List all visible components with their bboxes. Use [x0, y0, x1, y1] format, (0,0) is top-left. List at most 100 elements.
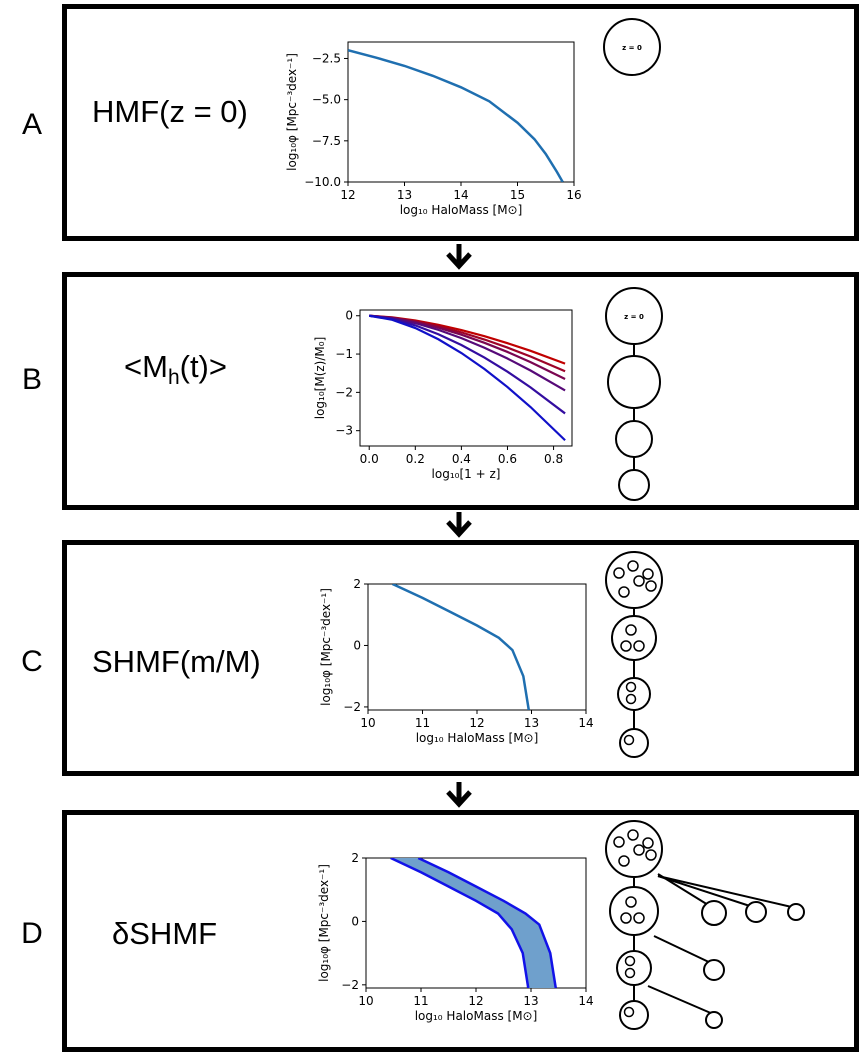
panel-title-d: δSHMF [112, 916, 218, 951]
halo-stage-3-icon [615, 420, 653, 458]
panel-b [62, 272, 859, 510]
x-tick-label: 13 [397, 188, 412, 202]
x-axis-label: log₁₀[1 + z] [432, 467, 501, 481]
x-tick-label: 0.2 [406, 452, 425, 466]
x-tick-label: 14 [578, 994, 593, 1008]
y-axis-label: log₁₀[M(z)/M₀] [313, 337, 327, 420]
x-tick-label: 10 [358, 994, 373, 1008]
x-axis-label: log₁₀ HaloMass [M⊙] [416, 731, 539, 745]
panel-c [62, 540, 859, 776]
chart-hmf: 12 13 14 15 16 −10.0 −7.5 −5.0 −2.5 log₁₀ HaloMas… [285, 41, 582, 217]
y-tick-label: −2 [335, 385, 353, 399]
y-tick-label: −10.0 [304, 175, 341, 189]
accreted-subhalo-icon [705, 1011, 723, 1029]
x-axis-label: log₁₀ HaloMass [M⊙] [415, 1009, 538, 1023]
y-tick-label: 2 [353, 577, 361, 591]
y-tick-label: −1 [335, 347, 353, 361]
plot-frame [347, 41, 575, 183]
title-b-tail: (t)> [179, 349, 227, 384]
band-upper-edge [417, 858, 557, 988]
host-halo-z0-icon [605, 551, 663, 609]
mah-line-2 [369, 314, 566, 373]
host-halo-stage-2-icon [611, 615, 657, 661]
title-b-main: <M [124, 349, 168, 384]
x-tick-label: 15 [510, 188, 525, 202]
halo-stage-4-icon [618, 469, 650, 501]
host-halo-z0-icon [605, 820, 663, 878]
panel-d [62, 810, 859, 1052]
chart-shmf: 10 11 12 13 14 −2 0 2 log₁₀ HaloMass [M⊙] log₁₀φ … [319, 577, 594, 745]
accreted-subhalo-icon [745, 901, 767, 923]
chart-delta-shmf: 10 11 12 13 14 −2 0 2 log₁₀ HaloMass [M⊙] log₁₀φ … [317, 851, 594, 1023]
chart-mah: 0.0 0.2 0.4 0.6 0.8 −3 −2 −1 0 log₁₀[1 + z] log₁₀[… [313, 309, 573, 481]
x-tick-label: 16 [566, 188, 581, 202]
x-tick-label: 14 [453, 188, 468, 202]
x-tick-label: 0.8 [544, 452, 563, 466]
title-b-sub: h [167, 366, 180, 390]
shmf-scatter-band [390, 858, 556, 988]
y-tick-label: −2 [341, 978, 359, 992]
panel-a [62, 4, 859, 241]
x-tick-label: 12 [469, 716, 484, 730]
mah-line-6 [369, 314, 566, 442]
host-halo-stage-3-icon [616, 950, 652, 986]
shmf-line [392, 584, 531, 710]
panel-title-b: <Mh(t)> [124, 349, 227, 390]
stage-label: z = 0 [624, 313, 644, 321]
y-tick-label: 0 [345, 309, 353, 323]
stage-diagram-c [605, 551, 663, 758]
arrow-down-icon [446, 782, 472, 808]
x-tick-label: 10 [360, 716, 375, 730]
y-axis-label: log₁₀φ [Mpc⁻³dex⁻¹] [317, 864, 331, 982]
panel-letter-a: A [21, 108, 42, 141]
halo-z0-icon [605, 287, 663, 345]
stage-label: z = 0 [622, 44, 642, 52]
y-tick-label: 0 [351, 914, 359, 928]
plot-frame [367, 583, 587, 711]
panel-letter-c: C [21, 645, 43, 678]
y-tick-label: −3 [335, 424, 353, 438]
y-tick-label: 2 [351, 851, 359, 865]
panel-letter-d: D [21, 917, 43, 950]
accreted-subhalo-icon [701, 900, 727, 926]
arrow-down-icon [446, 512, 472, 538]
stage-diagram-a: z = 0 [600, 17, 670, 92]
x-tick-label: 12 [340, 188, 355, 202]
x-tick-label: 0.6 [498, 452, 517, 466]
x-tick-label: 13 [523, 994, 538, 1008]
x-tick-label: 12 [468, 994, 483, 1008]
x-tick-label: 11 [413, 994, 428, 1008]
x-tick-label: 14 [578, 716, 593, 730]
x-tick-label: 11 [415, 716, 430, 730]
y-tick-label: −5.0 [312, 93, 341, 107]
x-axis-label: log₁₀ HaloMass [M⊙] [400, 203, 523, 217]
stage-diagram-b: z = 0 [605, 287, 663, 501]
stage-diagram-d [605, 820, 805, 1030]
plot-frame [359, 309, 573, 447]
x-tick-label: 0.4 [452, 452, 471, 466]
host-halo-stage-3-icon [617, 677, 651, 711]
mah-line-4 [369, 314, 566, 392]
y-tick-label: −7.5 [312, 134, 341, 148]
hmf-line [348, 49, 564, 182]
y-tick-label: 0 [353, 638, 361, 652]
x-tick-label: 13 [524, 716, 539, 730]
stage-circle-z0-icon: z = 0 [603, 18, 661, 76]
mah-line-5 [369, 314, 566, 415]
y-tick-label: −2.5 [312, 51, 341, 65]
host-halo-stage-4-icon [619, 1000, 649, 1030]
y-tick-label: −2 [343, 700, 361, 714]
host-halo-stage-4-icon [619, 728, 649, 758]
halo-stage-2-icon [607, 355, 661, 409]
panel-letter-b: B [21, 363, 42, 396]
panel-title-c: SHMF(m/M) [92, 644, 261, 679]
y-axis-label: log₁₀φ [Mpc⁻³dex⁻¹] [285, 53, 299, 171]
arrow-down-icon [446, 244, 472, 270]
y-axis-label: log₁₀φ [Mpc⁻³dex⁻¹] [319, 588, 333, 706]
panel-title-a: HMF(z = 0) [92, 94, 248, 129]
accreted-subhalo-icon [703, 959, 725, 981]
host-halo-stage-2-icon [609, 886, 659, 936]
x-tick-label: 0.0 [360, 452, 379, 466]
accreted-subhalo-icon [787, 903, 805, 921]
band-lower-edge [390, 858, 530, 988]
